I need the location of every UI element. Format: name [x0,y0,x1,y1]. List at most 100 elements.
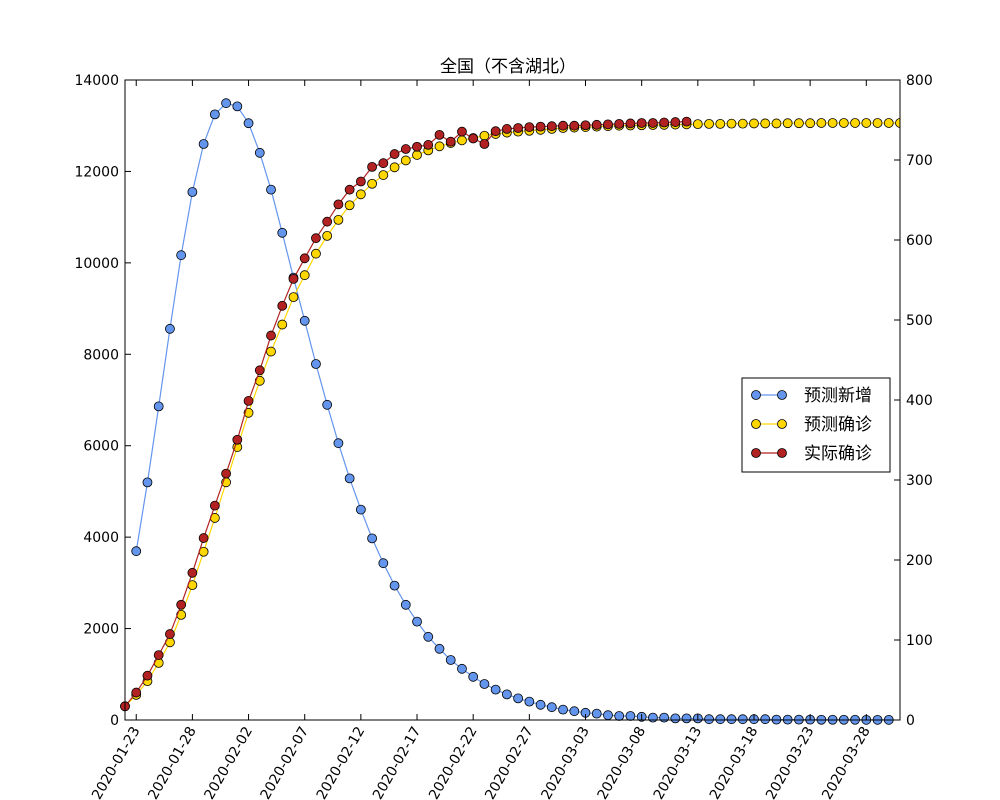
data-point [355,176,366,187]
data-point [479,130,490,141]
y-left-tick-label: 2000 [83,622,119,638]
data-point [546,121,557,132]
data-point [805,118,816,129]
data-point [558,120,568,131]
series-line [124,121,687,707]
data-point [367,178,378,189]
series-1 [120,118,900,712]
legend-marker [777,419,787,429]
data-point [614,711,625,721]
data-point [423,140,434,150]
legend-label: 预测新增 [804,386,872,406]
data-point [445,136,456,147]
data-point [434,141,445,152]
data-point [209,109,220,120]
x-tick-label: 2020-03-03 [538,724,593,800]
chart-title: 全国（不含湖北） [440,57,576,77]
data-point [299,253,310,264]
data-point [254,147,265,158]
data-point [513,693,524,704]
y-left-tick-label: 4000 [83,530,119,546]
data-point [883,118,894,128]
series-2 [120,116,692,712]
data-point [232,434,243,445]
data-point [277,319,288,330]
data-point [142,670,153,681]
data-point [457,126,467,137]
data-point [737,714,748,725]
y-right-tick-label: 600 [906,233,933,249]
data-point [726,118,737,129]
data-point [692,119,703,130]
y-left-tick-label: 6000 [83,439,119,455]
data-point [333,438,344,449]
data-point [445,655,456,665]
data-point [378,170,389,180]
x-tick-label: 2020-03-18 [707,724,762,800]
y-right-tick-label: 300 [906,473,933,489]
data-point [715,118,726,129]
data-point [670,117,681,127]
data-point [535,121,546,132]
data-point [434,129,445,140]
x-tick-label: 2020-03-13 [651,724,706,800]
data-point [726,714,737,725]
data-point [266,184,276,195]
data-point [400,599,411,610]
data-point [749,118,759,129]
data-point [412,141,422,152]
data-point [535,699,546,710]
data-point [861,118,872,128]
x-tick-label: 2020-01-23 [89,724,144,800]
x-tick-label: 2020-02-17 [370,724,425,800]
data-point [389,580,400,591]
data-point [479,679,490,689]
data-point [333,199,344,210]
data-point [311,248,321,259]
y-right-tick-label: 100 [906,633,933,649]
data-point [850,118,860,128]
data-point [591,119,602,130]
data-point [131,546,142,557]
data-point [794,118,804,129]
data-point [288,273,299,284]
data-point [625,118,636,129]
data-point [165,629,175,639]
data-point [221,98,231,109]
y-right-tick-label: 700 [906,153,933,169]
data-point [400,144,411,154]
data-point [490,126,501,137]
y-left-tick-label: 0 [110,713,119,729]
y-left-tick-label: 8000 [83,347,119,363]
data-point [490,684,501,695]
data-point [131,687,142,698]
data-point [198,533,209,543]
data-point [412,150,422,160]
data-point [501,689,512,700]
data-point [344,184,355,195]
data-point [176,250,187,261]
data-point [681,713,692,724]
data-point [311,359,321,369]
data-point [569,120,580,131]
data-point [299,315,310,326]
data-point [165,323,175,334]
data-point [209,500,220,511]
legend-label: 预测确诊 [804,415,872,435]
data-point [614,118,625,129]
data-point [187,567,198,578]
data-point [760,714,771,725]
data-point [648,118,658,128]
legend-label: 实际确诊 [804,444,872,464]
data-point [187,187,198,197]
data-point [322,399,333,410]
data-point [277,300,288,311]
data-point [389,162,400,173]
x-tick-label: 2020-02-07 [258,724,313,800]
data-point [636,118,647,128]
legend-marker [751,390,761,400]
data-point [827,118,838,128]
data-point [715,714,726,725]
data-point [771,118,782,129]
data-point [546,702,557,713]
